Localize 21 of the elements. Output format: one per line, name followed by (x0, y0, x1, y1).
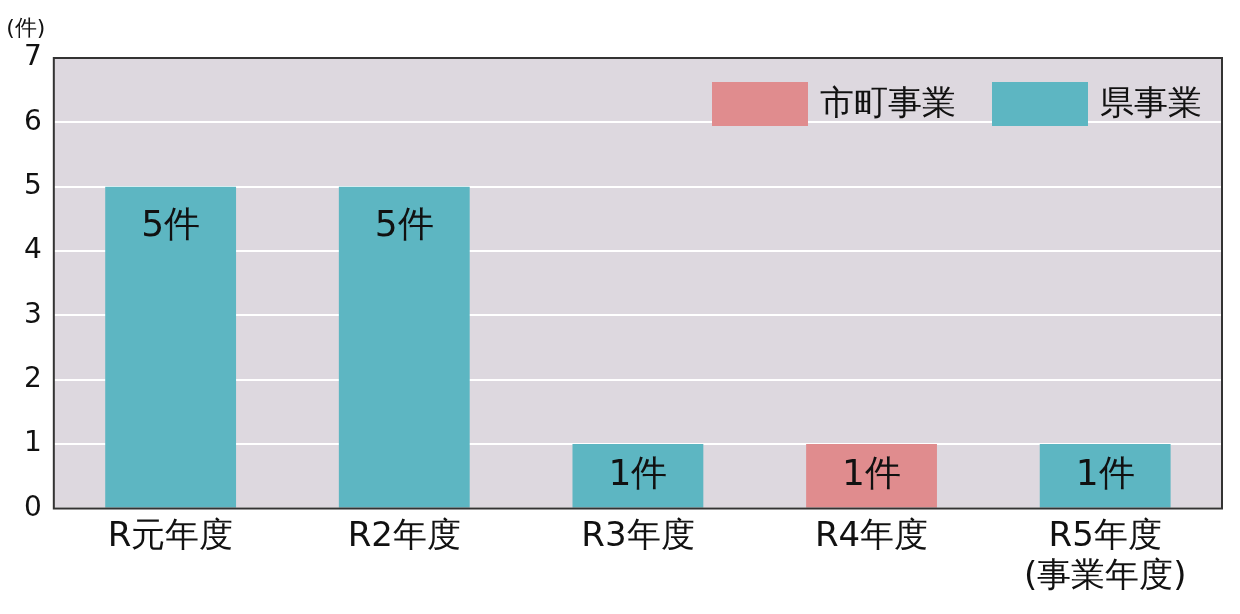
x-tick-label: R5年度 (事業年度) (1023, 513, 1187, 595)
y-tick-label: 6 (23, 103, 42, 137)
data-label: 1件 (842, 452, 901, 494)
data-label: 1件 (608, 452, 668, 494)
y-tick-label: 4 (23, 232, 42, 266)
legend-label: 市町事業 (820, 81, 956, 122)
y-tick-label: 5 (23, 167, 42, 201)
x-tick-label: R元年度 (107, 513, 234, 554)
x-tick-label: R4年度 (814, 513, 929, 554)
x-tick-label: R2年度 (347, 513, 461, 554)
data-label: 1件 (1075, 452, 1135, 494)
y-axis-title: (件) (6, 14, 46, 40)
y-tick-label: 2 (23, 361, 42, 394)
legend-label: 県事業 (1100, 81, 1202, 122)
data-label: 5件 (141, 203, 201, 245)
y-tick-label: 3 (23, 296, 42, 330)
y-tick-label: 7 (23, 39, 42, 73)
data-label: 5件 (374, 203, 434, 245)
y-tick-label: 1 (23, 425, 42, 459)
x-tick-label: R3年度 (581, 513, 695, 554)
y-tick-label: 0 (23, 489, 42, 523)
